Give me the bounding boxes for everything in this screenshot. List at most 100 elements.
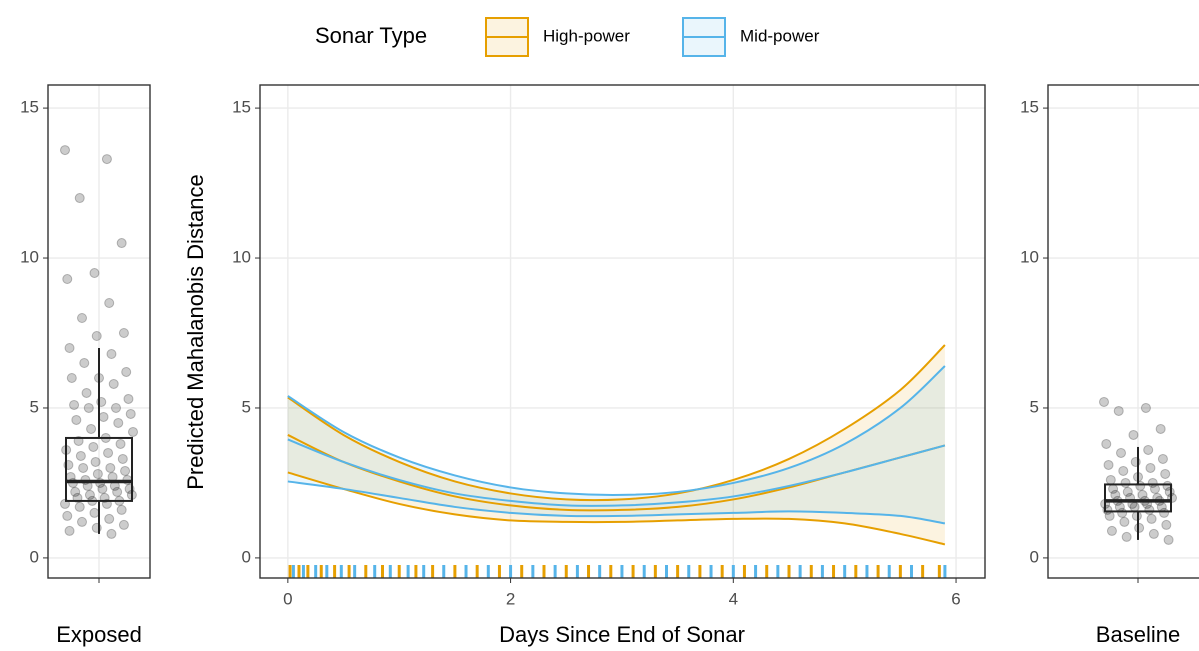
- data-point: [104, 298, 115, 309]
- data-point: [116, 504, 127, 515]
- data-point: [69, 399, 80, 410]
- data-point: [1146, 513, 1157, 524]
- data-point: [62, 510, 73, 521]
- data-point: [1131, 510, 1142, 521]
- data-point: [97, 483, 108, 494]
- data-point: [84, 489, 95, 500]
- data-point: [103, 447, 114, 458]
- data-point: [1148, 528, 1159, 539]
- data-point: [1163, 534, 1174, 545]
- y-tick-label: 0: [242, 547, 251, 566]
- y-tick-label: 15: [20, 98, 39, 117]
- ci-line: [287, 480, 946, 525]
- data-point: [1160, 468, 1171, 479]
- y-tick-label: 0: [1030, 547, 1039, 566]
- data-point: [81, 387, 92, 398]
- x-tick-label: 6: [951, 589, 960, 608]
- data-point: [77, 313, 87, 324]
- panel-border: [47, 84, 151, 579]
- legend-label: High-power: [543, 26, 630, 45]
- data-point: [1128, 429, 1139, 440]
- data-point: [70, 486, 81, 497]
- data-point: [111, 402, 121, 413]
- data-point: [123, 393, 134, 404]
- ci-line: [287, 344, 946, 502]
- x-tick-label: 2: [506, 589, 515, 608]
- panel-border: [259, 84, 986, 579]
- data-point: [60, 145, 70, 156]
- data-point: [1104, 510, 1115, 521]
- data-point: [112, 486, 123, 497]
- box: [65, 436, 133, 502]
- data-point: [1155, 423, 1166, 434]
- data-point: [1113, 405, 1124, 416]
- data-point: [1120, 477, 1131, 488]
- y-tick-label: 15: [232, 98, 251, 117]
- data-point: [1140, 402, 1151, 413]
- y-tick-label: 10: [1020, 248, 1039, 267]
- data-point: [74, 501, 85, 512]
- data-point: [116, 238, 127, 249]
- data-point: [86, 423, 97, 434]
- data-point: [1129, 501, 1140, 512]
- data-point: [1122, 486, 1133, 497]
- data-point: [115, 438, 126, 449]
- data-point: [1134, 522, 1145, 533]
- data-point: [74, 193, 85, 204]
- data-point: [108, 378, 119, 389]
- y-axis-title: Predicted Mahalanobis Distance: [183, 174, 208, 490]
- data-point: [89, 268, 100, 279]
- data-point: [121, 366, 132, 377]
- ci-band: [287, 365, 945, 524]
- data-point: [1145, 462, 1156, 473]
- data-point: [83, 402, 94, 413]
- data-point: [78, 462, 89, 473]
- panel-background: [1048, 85, 1199, 578]
- data-point: [1150, 483, 1160, 494]
- data-point: [1144, 504, 1155, 515]
- data-point: [92, 468, 103, 479]
- data-point: [128, 426, 138, 437]
- data-point: [64, 342, 75, 353]
- data-point: [1118, 465, 1129, 476]
- data-point: [106, 348, 117, 359]
- data-point: [77, 516, 87, 527]
- data-point: [89, 507, 100, 518]
- data-point: [66, 372, 77, 383]
- box: [1104, 483, 1172, 513]
- y-tick-label: 0: [30, 547, 39, 566]
- fit-line: [287, 438, 946, 507]
- data-point: [1117, 507, 1128, 518]
- x-category-label: Exposed: [56, 622, 142, 647]
- data-point: [1119, 516, 1130, 527]
- y-tick-label: 5: [1030, 397, 1039, 416]
- y-tick-label: 15: [1020, 98, 1039, 117]
- data-point: [120, 465, 131, 476]
- data-point: [1116, 447, 1126, 458]
- y-tick-label: 5: [242, 397, 251, 416]
- data-point: [1106, 525, 1117, 536]
- data-point: [62, 274, 73, 285]
- data-point: [117, 453, 128, 464]
- data-point: [1143, 444, 1154, 455]
- data-point: [1121, 531, 1132, 542]
- data-point: [1161, 519, 1172, 530]
- data-point: [125, 408, 136, 419]
- data-point: [101, 154, 112, 165]
- data-point: [113, 417, 124, 428]
- data-point: [71, 414, 82, 425]
- data-point: [104, 513, 115, 524]
- data-point: [1101, 438, 1112, 449]
- data-point: [106, 528, 117, 539]
- data-point: [90, 456, 101, 467]
- data-point: [1157, 453, 1168, 464]
- x-category-label: Baseline: [1096, 622, 1180, 647]
- data-point: [98, 411, 109, 422]
- x-axis-title: Days Since End of Sonar: [499, 622, 745, 647]
- x-tick-label: 4: [729, 589, 738, 608]
- data-point: [79, 357, 90, 368]
- ci-line: [287, 365, 946, 496]
- y-tick-label: 5: [30, 397, 39, 416]
- data-point: [1103, 459, 1114, 470]
